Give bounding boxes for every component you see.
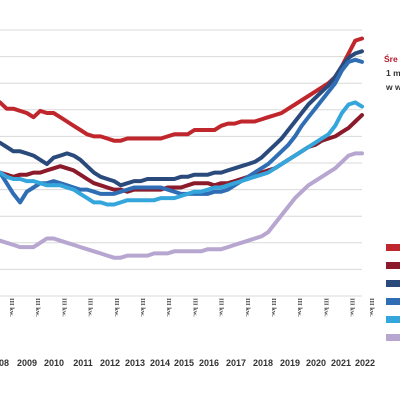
x-tick-label: III kw. <box>139 298 146 317</box>
x-quarter-labels: III kw. III kw. III kw. III kw. III kw. III k… <box>8 298 375 317</box>
x-year-labels: 08 2009 2010 2011 2012 2013 2014 2015 2016 2017 20… <box>0 358 375 368</box>
x-year-label: 2021 <box>331 358 351 368</box>
x-year-label: 2014 <box>150 358 170 368</box>
legend-swatch-6 <box>386 334 400 341</box>
x-year-label: 2013 <box>125 358 145 368</box>
legend-swatch-1 <box>386 244 400 251</box>
x-tick-label: III kw. <box>218 298 225 317</box>
legend-swatch-5 <box>386 316 400 323</box>
x-year-label: 2016 <box>199 358 219 368</box>
x-tick-label: III kw. <box>34 298 41 317</box>
series-line-4 <box>0 57 364 205</box>
x-year-label: 2018 <box>253 358 273 368</box>
series-line-3 <box>0 49 364 188</box>
x-year-label: 08 <box>0 358 9 368</box>
series-line-5 <box>0 100 364 207</box>
legend-title-line: Śre <box>384 53 398 64</box>
x-tick-label: III kw. <box>8 298 15 317</box>
x-year-label: 2011 <box>73 358 93 368</box>
x-tick-label: III kw. <box>322 298 329 317</box>
legend-swatch-2 <box>386 262 400 269</box>
x-tick-label: III kw. <box>349 298 356 317</box>
legend-swatch-3 <box>386 280 400 287</box>
series-line-6 <box>0 151 364 260</box>
x-year-label: 2020 <box>306 358 326 368</box>
x-year-label: 2010 <box>44 358 64 368</box>
x-tick-label: III kw. <box>60 298 67 317</box>
x-tick-label: III kw. <box>368 298 375 317</box>
x-year-label: 2012 <box>100 358 120 368</box>
x-year-label: 2015 <box>174 358 194 368</box>
legend-title-line: w w <box>385 82 400 92</box>
gridlines <box>0 29 362 297</box>
x-tick-label: III kw. <box>165 298 172 317</box>
x-tick-label: III kw. <box>244 298 251 317</box>
x-year-label: 2022 <box>355 358 375 368</box>
series-group <box>0 36 364 260</box>
legend: Śre 1 m w w <box>384 53 400 341</box>
x-tick-label: III kw. <box>113 298 120 317</box>
x-tick-label: III kw. <box>296 298 303 317</box>
legend-swatches <box>386 244 400 341</box>
x-year-label: 2017 <box>226 358 246 368</box>
series-line-1 <box>0 36 364 143</box>
x-year-label: 2009 <box>17 358 37 368</box>
x-tick-label: III kw. <box>191 298 198 317</box>
x-year-label: 2019 <box>280 358 300 368</box>
x-tick-label: III kw. <box>270 298 277 317</box>
legend-title-line: 1 m <box>386 68 400 78</box>
legend-swatch-4 <box>386 298 400 305</box>
x-tick-label: III kw. <box>87 298 94 317</box>
